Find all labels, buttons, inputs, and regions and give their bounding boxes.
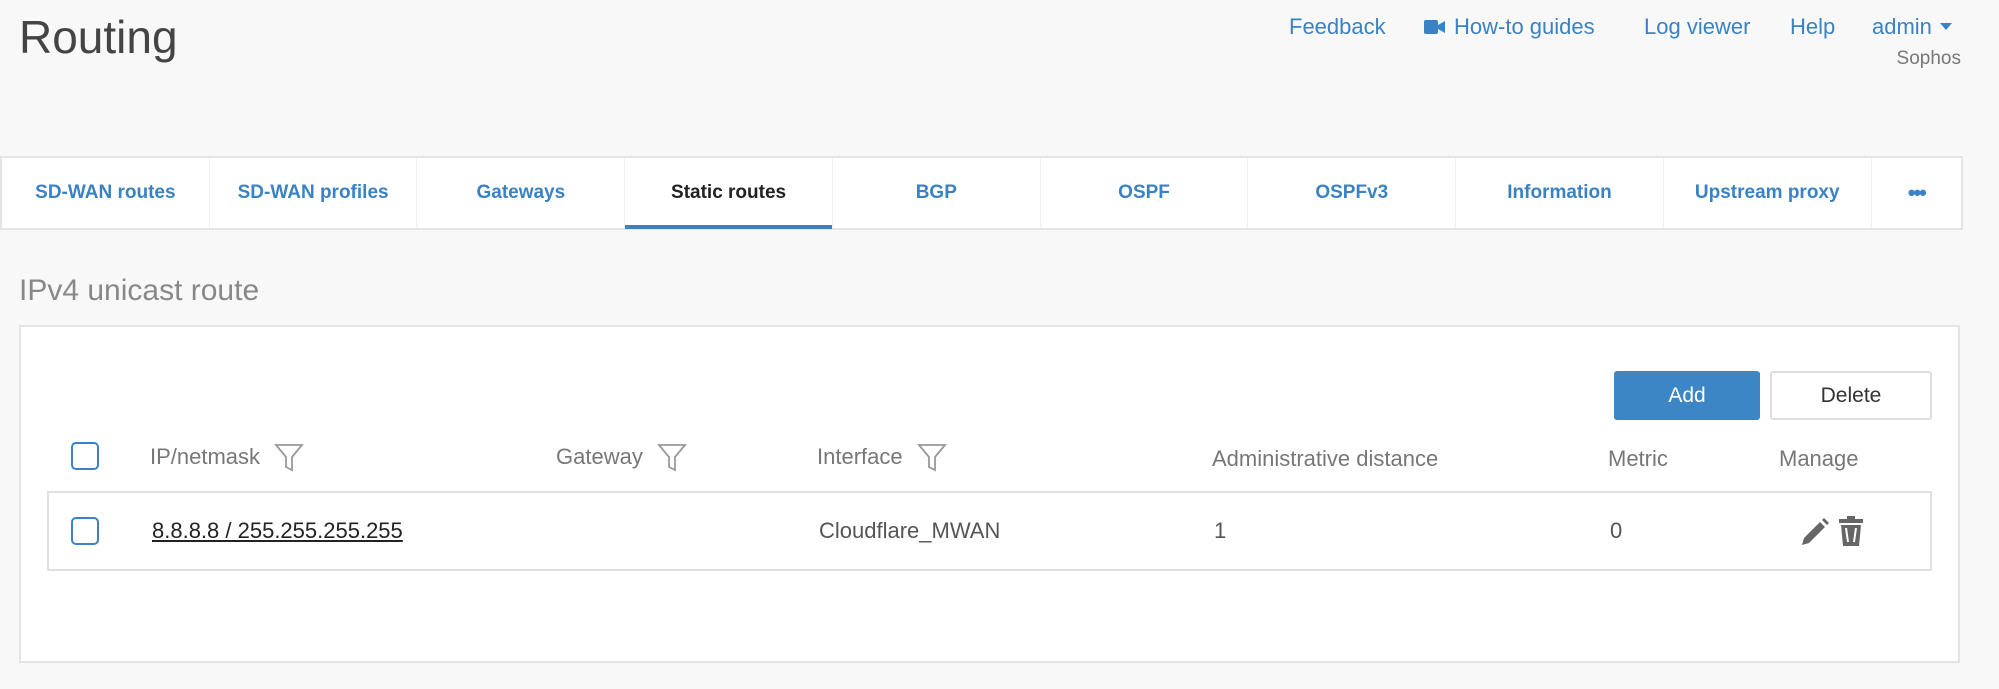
- tab-gateways[interactable]: Gateways: [417, 158, 626, 228]
- tab-sd-wan-routes[interactable]: SD-WAN routes: [2, 158, 210, 228]
- tab-ospf[interactable]: OSPF: [1041, 158, 1249, 228]
- admin-menu[interactable]: admin: [1872, 14, 1952, 40]
- more-tabs-button[interactable]: •••: [1907, 180, 1927, 205]
- tab-bgp[interactable]: BGP: [833, 158, 1041, 228]
- page-title: Routing: [19, 11, 178, 63]
- column-gateway: Gateway: [556, 442, 687, 472]
- caret-down-icon: [1939, 23, 1952, 30]
- filter-icon[interactable]: [656, 442, 687, 472]
- how-to-guides-link[interactable]: How-to guides: [1424, 14, 1595, 40]
- tab-bar: SD-WAN routes SD-WAN profiles Gateways S…: [0, 156, 1963, 230]
- column-label: IP/netmask: [150, 444, 261, 469]
- column-label: Gateway: [556, 444, 643, 469]
- distance-cell: 1: [1214, 518, 1227, 543]
- select-all-checkbox[interactable]: [71, 442, 99, 470]
- edit-pencil-icon[interactable]: [1800, 516, 1830, 548]
- column-administrative-distance: Administrative distance: [1212, 446, 1439, 471]
- ip-netmask-link[interactable]: 8.8.8.8 / 255.255.255.255: [152, 518, 403, 543]
- log-viewer-link[interactable]: Log viewer: [1644, 14, 1751, 39]
- row-checkbox[interactable]: [71, 517, 99, 545]
- delete-trash-icon[interactable]: [1836, 516, 1866, 548]
- org-name: Sophos: [1896, 48, 1961, 69]
- tab-upstream-proxy[interactable]: Upstream proxy: [1664, 158, 1872, 228]
- tab-static-routes[interactable]: Static routes: [625, 158, 833, 229]
- admin-label: admin: [1872, 14, 1932, 39]
- column-manage: Manage: [1779, 446, 1859, 471]
- help-link[interactable]: Help: [1790, 14, 1836, 39]
- tab-information[interactable]: Information: [1456, 158, 1664, 228]
- filter-icon[interactable]: [916, 442, 947, 472]
- table-row: [47, 491, 1932, 571]
- metric-cell: 0: [1610, 518, 1623, 543]
- column-interface: Interface: [817, 442, 947, 472]
- how-to-guides-label: How-to guides: [1454, 14, 1595, 39]
- column-label: Interface: [817, 444, 903, 469]
- feedback-link[interactable]: Feedback: [1289, 14, 1386, 39]
- interface-cell: Cloudflare_MWAN: [819, 518, 1001, 543]
- tab-sd-wan-profiles[interactable]: SD-WAN profiles: [210, 158, 418, 228]
- column-metric: Metric: [1608, 446, 1668, 471]
- tab-ospfv3[interactable]: OSPFv3: [1248, 158, 1457, 228]
- column-ip-netmask: IP/netmask: [150, 442, 304, 472]
- video-camera-icon: [1424, 20, 1445, 34]
- section-title: IPv4 unicast route: [19, 274, 260, 307]
- add-button[interactable]: Add: [1614, 371, 1760, 420]
- delete-button[interactable]: Delete: [1770, 371, 1932, 420]
- filter-icon[interactable]: [274, 442, 304, 472]
